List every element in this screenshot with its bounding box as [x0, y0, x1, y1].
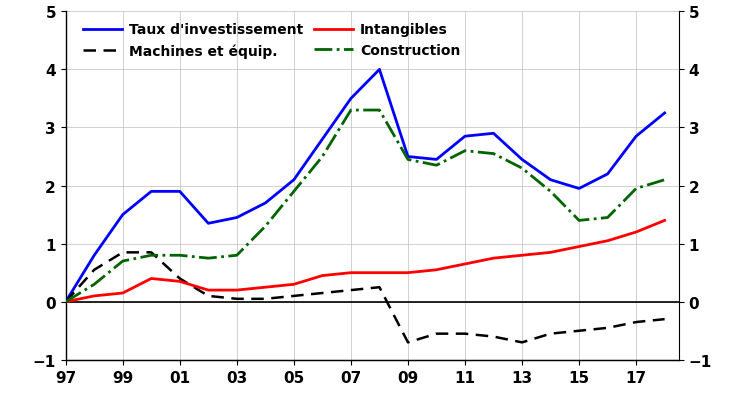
Legend: Taux d'investissement, Machines et équip., Intangibles, Construction: Taux d'investissement, Machines et équip…: [79, 19, 464, 63]
